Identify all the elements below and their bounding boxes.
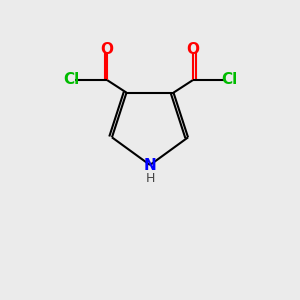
Text: H: H [145,172,155,185]
Text: N: N [144,158,156,172]
Text: Cl: Cl [221,73,237,88]
Text: Cl: Cl [63,73,79,88]
Text: O: O [100,41,113,56]
Text: O: O [187,41,200,56]
